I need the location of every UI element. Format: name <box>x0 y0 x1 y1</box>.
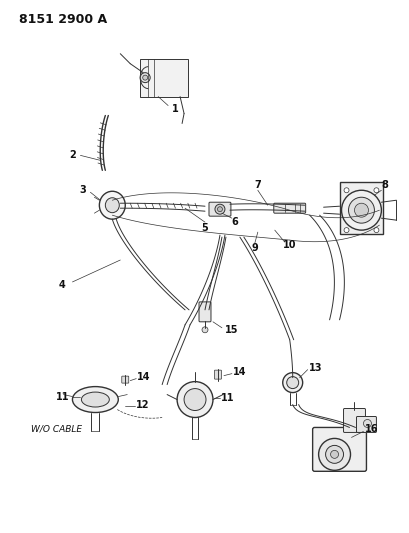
Text: 13: 13 <box>308 362 321 373</box>
Circle shape <box>318 439 350 470</box>
Text: 7: 7 <box>254 180 261 190</box>
Text: 6: 6 <box>231 217 238 227</box>
Circle shape <box>214 204 225 214</box>
Text: 14: 14 <box>233 367 246 377</box>
FancyBboxPatch shape <box>214 370 221 379</box>
Text: 8: 8 <box>380 180 387 190</box>
Text: 3: 3 <box>79 185 85 195</box>
Ellipse shape <box>72 386 118 413</box>
Text: 12: 12 <box>135 400 148 409</box>
Circle shape <box>341 190 380 230</box>
Text: 11: 11 <box>56 392 69 401</box>
Circle shape <box>286 377 298 389</box>
FancyBboxPatch shape <box>121 376 128 383</box>
FancyBboxPatch shape <box>140 59 188 96</box>
FancyBboxPatch shape <box>312 427 366 471</box>
Ellipse shape <box>105 198 119 213</box>
Circle shape <box>343 188 348 193</box>
Text: 8151 2900 A: 8151 2900 A <box>18 13 106 26</box>
Text: 10: 10 <box>282 240 296 250</box>
Text: 1: 1 <box>171 103 178 114</box>
Circle shape <box>142 75 147 80</box>
Circle shape <box>282 373 302 393</box>
Circle shape <box>373 188 378 193</box>
Text: 2: 2 <box>69 150 76 160</box>
Text: 9: 9 <box>251 243 258 253</box>
Text: 16: 16 <box>364 424 377 434</box>
FancyBboxPatch shape <box>339 182 382 234</box>
Text: 15: 15 <box>225 325 238 335</box>
FancyBboxPatch shape <box>273 203 305 213</box>
Text: 4: 4 <box>59 280 66 290</box>
Text: W/O CABLE: W/O CABLE <box>31 424 81 433</box>
Text: 5: 5 <box>201 223 208 233</box>
Circle shape <box>362 419 371 427</box>
Ellipse shape <box>81 392 109 407</box>
FancyBboxPatch shape <box>343 408 364 432</box>
Text: 11: 11 <box>220 393 234 402</box>
FancyBboxPatch shape <box>355 416 375 432</box>
FancyBboxPatch shape <box>209 202 230 216</box>
Circle shape <box>325 446 343 463</box>
Circle shape <box>177 382 212 417</box>
FancyBboxPatch shape <box>198 302 211 322</box>
Circle shape <box>354 203 368 217</box>
Circle shape <box>140 72 150 83</box>
Circle shape <box>330 450 338 458</box>
Circle shape <box>202 327 207 333</box>
Circle shape <box>373 228 378 232</box>
Ellipse shape <box>99 191 125 219</box>
Circle shape <box>343 228 348 232</box>
Circle shape <box>217 207 222 212</box>
Text: 14: 14 <box>136 372 150 382</box>
Circle shape <box>348 197 373 223</box>
Circle shape <box>184 389 205 410</box>
